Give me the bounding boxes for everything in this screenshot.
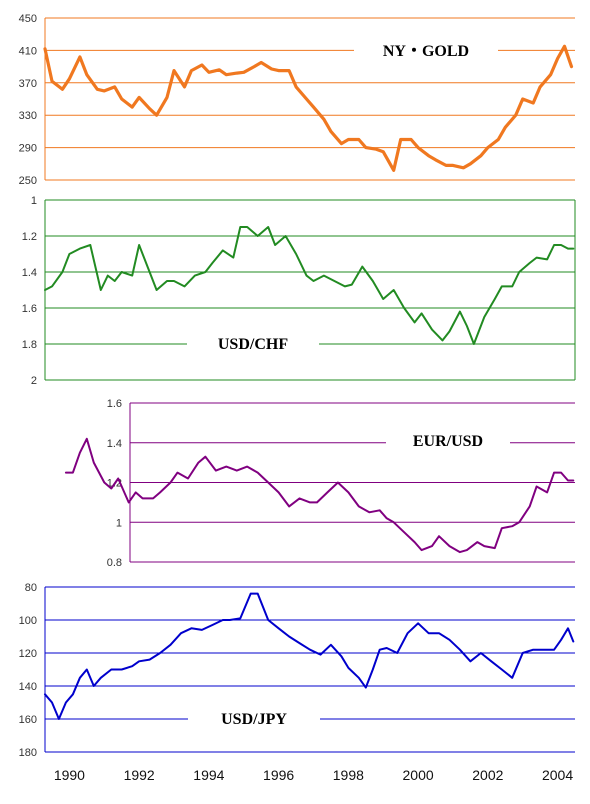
- y-tick-label: 120: [19, 648, 37, 660]
- y-tick-label: 1.4: [22, 267, 37, 279]
- y-tick-label: 1: [31, 195, 37, 207]
- x-tick-label: 1990: [54, 767, 85, 783]
- y-tick-label: 180: [19, 747, 37, 759]
- y-tick-label: 140: [19, 681, 37, 693]
- y-tick-label: 290: [19, 143, 37, 155]
- x-tick-label: 2002: [472, 767, 503, 783]
- x-tick-label: 2004: [542, 767, 573, 783]
- x-tick-label: 2000: [403, 767, 434, 783]
- usd-jpy-chart: 80 100 120 140 160 180 USD/JPY: [19, 582, 575, 759]
- ny-gold-series-line: [43, 44, 574, 172]
- y-tick-label: 410: [19, 45, 37, 57]
- x-tick-label: 1996: [263, 767, 294, 783]
- ny-gold-chart: 250 290 330 370 410 450 NY・GOLD: [19, 13, 575, 187]
- y-tick-label: 1.4: [107, 438, 122, 450]
- usd-chf-chart-title: USD/CHF: [218, 336, 288, 353]
- y-tick-label: 250: [19, 175, 37, 187]
- eur-usd-chart-title: EUR/USD: [413, 433, 483, 450]
- shared-x-axis: 1990 1992 1994 1996 1998 2000 2002 2004: [54, 767, 574, 783]
- y-tick-label: 450: [19, 13, 37, 25]
- usd-jpy-chart-title: USD/JPY: [221, 711, 287, 728]
- ny-gold-chart-title: NY・GOLD: [383, 43, 469, 60]
- y-tick-label: 1.2: [22, 231, 37, 243]
- y-tick-label: 2: [31, 375, 37, 387]
- x-tick-label: 1994: [193, 767, 224, 783]
- y-tick-label: 330: [19, 110, 37, 122]
- usd-chf-chart: 1 1.2 1.4 1.6 1.8 2 USD/CHF: [22, 195, 576, 387]
- x-tick-label: 1992: [124, 767, 155, 783]
- x-tick-label: 1998: [333, 767, 364, 783]
- y-tick-label: 1.6: [107, 398, 122, 410]
- y-tick-label: 1.8: [22, 339, 37, 351]
- y-tick-label: 1: [116, 517, 122, 529]
- y-tick-label: 160: [19, 714, 37, 726]
- y-tick-label: 370: [19, 78, 37, 90]
- usd-chf-series-line: [44, 226, 575, 345]
- eur-usd-series-line: [64, 437, 575, 554]
- y-tick-label: 0.8: [107, 557, 122, 569]
- y-tick-label: 80: [25, 582, 37, 594]
- y-tick-label: 100: [19, 615, 37, 627]
- usd-jpy-series-line: [44, 592, 575, 720]
- y-tick-label: 1.6: [22, 303, 37, 315]
